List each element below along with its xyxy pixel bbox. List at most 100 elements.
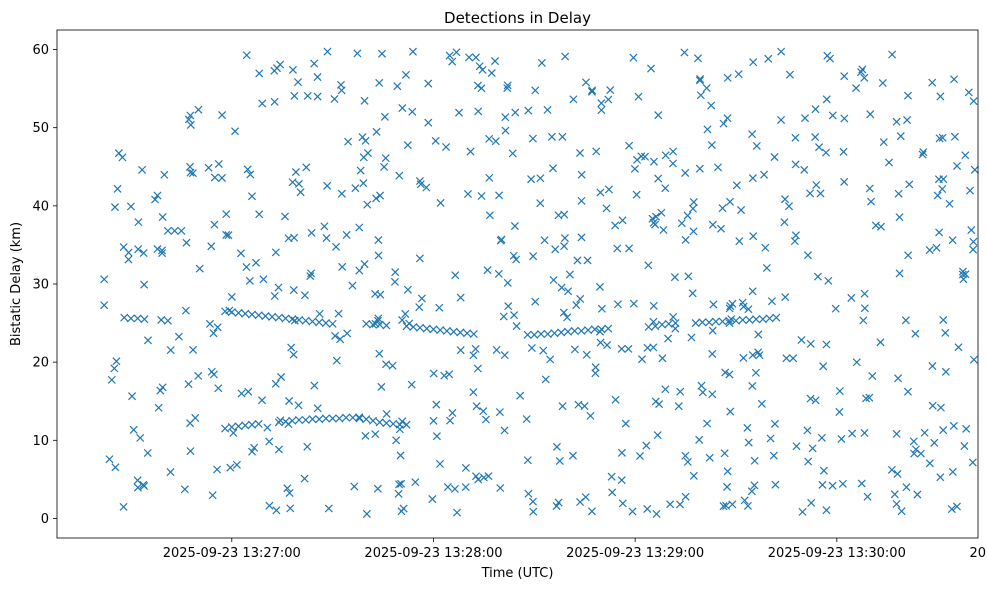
detection-marker [343,329,352,338]
track-detection-marker [342,413,351,422]
detection-marker [732,181,741,190]
detection-marker [684,272,693,281]
track-detection-marker [227,308,236,317]
detection-marker [894,374,903,383]
detection-marker [371,430,380,439]
detection-marker [852,358,861,367]
track-detection-marker [395,420,404,429]
detection-marker [708,349,717,358]
detection-marker [902,483,911,492]
detection-marker [735,237,744,246]
track-detection-marker [254,419,263,428]
detection-marker [748,381,757,391]
detection-marker [577,170,586,179]
track-detection-marker [967,226,976,235]
detection-marker [817,433,826,442]
detection-marker [323,47,332,56]
track-detection-marker [651,322,660,331]
detection-marker [858,65,867,74]
detection-marker [638,355,647,364]
detection-marker [360,96,369,105]
detection-marker [781,293,790,302]
detection-marker [322,234,331,243]
detection-marker [342,230,351,239]
detection-marker [524,106,533,115]
detection-marker [448,57,457,66]
detection-marker [285,488,294,498]
track-detection-marker [288,315,297,324]
track-detection-marker [691,319,700,328]
detection-marker [945,199,954,208]
detection-marker [892,499,901,509]
detection-marker [471,53,480,62]
detection-marker [531,297,540,306]
detection-marker [210,220,219,229]
detection-marker [265,501,274,510]
detection-marker [689,471,698,480]
detection-marker [666,500,675,509]
detection-marker [229,428,238,437]
detection-marker [621,419,630,428]
detection-marker [401,70,410,79]
detection-marker [495,408,504,417]
track-detection-marker [274,418,283,427]
detection-marker [723,482,732,491]
detection-marker [529,507,538,516]
detection-marker [606,86,615,95]
track-detection-marker [368,320,377,329]
x-tick-label: 2025-09-23 13:30:00 [768,546,906,561]
track-detection-marker [335,414,344,423]
detection-marker [647,64,656,73]
detection-marker [681,168,690,177]
detection-marker [568,451,577,460]
detection-marker [473,364,482,373]
detection-marker [151,195,160,204]
detection-marker [734,70,743,79]
detection-marker [818,480,827,489]
track-detection-marker [537,329,546,339]
detection-marker [359,153,368,162]
track-detection-marker [752,315,761,324]
detection-marker [140,481,149,491]
detection-marker [950,132,959,141]
track-detection-marker [382,321,391,330]
detection-marker [893,469,902,478]
detection-marker [451,271,460,280]
detection-marker [560,210,569,219]
detection-marker [693,54,703,63]
detection-marker [932,243,941,252]
detection-marker [250,443,259,452]
detection-marker [743,423,752,432]
detection-marker [277,372,286,382]
detection-marker [139,249,148,258]
track-detection-marker [698,318,707,327]
detection-marker [539,346,548,355]
detection-marker [894,189,903,198]
detection-marker [866,110,875,119]
detection-marker [670,273,679,282]
detection-marker [440,371,449,380]
detection-marker [815,143,824,152]
detection-marker [909,437,918,446]
detection-marker [840,114,849,123]
detection-marker [822,340,831,349]
track-detection-marker [604,324,613,333]
detection-marker [658,354,667,363]
detection-marker [860,304,869,313]
detection-marker [487,68,496,78]
detection-marker [767,297,776,306]
track-detection-marker [375,320,384,329]
detection-marker [300,291,309,300]
detection-marker [890,490,899,499]
detection-marker [933,191,942,200]
detection-marker [935,228,944,237]
detection-marker [302,163,311,172]
track-detection-marker [664,319,673,328]
track-detection-marker [221,424,230,433]
detection-marker [207,367,216,376]
detection-marker [516,391,525,400]
detection-marker [570,345,579,354]
track-detection-marker [782,354,791,363]
